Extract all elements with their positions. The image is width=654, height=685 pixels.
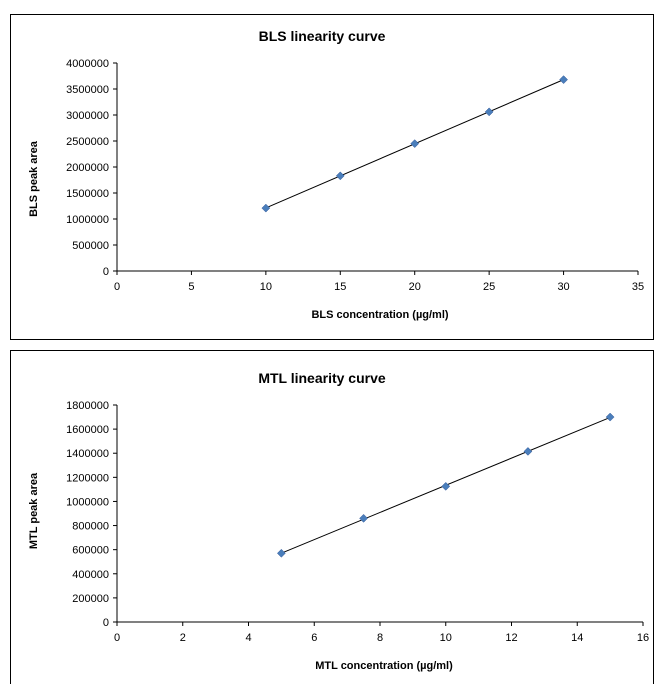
y-tick-label: 1200000 bbox=[66, 472, 109, 484]
y-tick-label: 1600000 bbox=[66, 424, 109, 436]
bls-chart-svg: BLS linearity curve BLS peak area BLS co… bbox=[28, 28, 644, 321]
data-point bbox=[261, 203, 271, 213]
y-tick-label: 3000000 bbox=[66, 110, 109, 122]
data-point bbox=[277, 548, 286, 558]
data-point bbox=[484, 107, 494, 117]
y-tick-label: 1000000 bbox=[66, 214, 109, 226]
y-tick-label: 2500000 bbox=[66, 136, 109, 148]
x-tick-label: 2 bbox=[180, 632, 186, 644]
mtl-chart-panel: MTL linearity curve MTL peak area MTL co… bbox=[10, 350, 654, 684]
data-point bbox=[523, 447, 533, 456]
y-tick-label: 2000000 bbox=[66, 162, 109, 174]
x-axis-label: MTL concentration (µg/ml) bbox=[315, 660, 453, 672]
x-tick-label: 6 bbox=[311, 632, 317, 644]
x-tick-label: 12 bbox=[505, 632, 517, 644]
x-tick-label: 16 bbox=[637, 632, 649, 644]
bls-chart-panel: BLS linearity curve BLS peak area BLS co… bbox=[10, 14, 654, 340]
y-tick-label: 1000000 bbox=[66, 496, 109, 508]
x-tick-label: 0 bbox=[114, 632, 120, 644]
x-tick-label: 0 bbox=[114, 281, 120, 293]
plot-area: 0 500000 1000000 1500000 2000000 2500000 30000… bbox=[66, 58, 644, 293]
y-tick-label: 400000 bbox=[72, 569, 109, 581]
x-tick-label: 8 bbox=[377, 632, 383, 644]
y-tick-label: 0 bbox=[103, 617, 109, 629]
y-tick-label: 1500000 bbox=[66, 188, 109, 200]
y-tick-label: 500000 bbox=[72, 240, 109, 252]
x-tick-label: 20 bbox=[409, 281, 421, 293]
data-point bbox=[359, 513, 368, 523]
y-tick-label: 0 bbox=[103, 266, 109, 278]
x-tick-label: 10 bbox=[440, 632, 452, 644]
chart-title: BLS linearity curve bbox=[259, 28, 386, 44]
x-tick-label: 14 bbox=[571, 632, 583, 644]
y-axis-label: BLS peak area bbox=[28, 140, 40, 217]
data-point bbox=[559, 75, 568, 84]
x-tick-label: 25 bbox=[483, 281, 495, 293]
data-point bbox=[441, 482, 451, 491]
data-point bbox=[605, 412, 615, 422]
x-axis-label: BLS concentration (µg/ml) bbox=[311, 309, 448, 321]
y-tick-label: 4000000 bbox=[66, 58, 109, 70]
x-tick-label: 4 bbox=[245, 632, 251, 644]
y-axis-label: MTL peak area bbox=[28, 472, 40, 549]
chart-title: MTL linearity curve bbox=[258, 370, 386, 386]
mtl-chart-svg: MTL linearity curve MTL peak area MTL co… bbox=[28, 370, 649, 672]
y-tick-label: 1800000 bbox=[66, 400, 109, 412]
x-tick-label: 35 bbox=[632, 281, 644, 293]
y-tick-label: 600000 bbox=[72, 545, 109, 557]
x-tick-label: 30 bbox=[557, 281, 569, 293]
y-tick-label: 3500000 bbox=[66, 84, 109, 96]
data-point bbox=[335, 171, 345, 181]
x-tick-label: 10 bbox=[260, 281, 272, 293]
plot-area: 0 200000 400000 600000 800000 1000000 1200000 1… bbox=[66, 400, 649, 644]
x-tick-label: 15 bbox=[334, 281, 346, 293]
x-tick-label: 5 bbox=[188, 281, 194, 293]
y-tick-label: 200000 bbox=[72, 593, 109, 605]
data-point bbox=[410, 139, 420, 148]
y-tick-label: 800000 bbox=[72, 521, 109, 533]
y-tick-label: 1400000 bbox=[66, 448, 109, 460]
